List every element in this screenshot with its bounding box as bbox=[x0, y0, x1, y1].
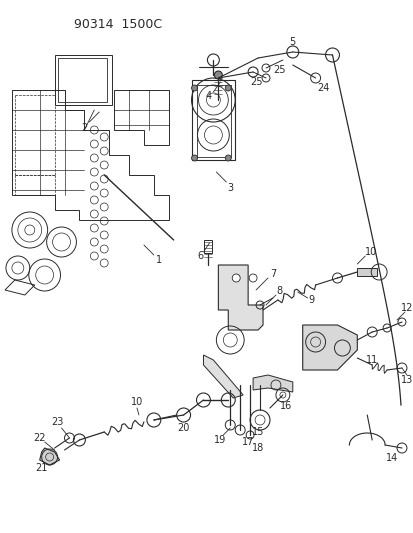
Text: 16: 16 bbox=[279, 401, 291, 411]
Text: 15: 15 bbox=[251, 427, 263, 437]
Text: 20: 20 bbox=[177, 423, 189, 433]
Text: 11: 11 bbox=[365, 355, 377, 365]
Text: 17: 17 bbox=[241, 437, 254, 447]
Polygon shape bbox=[252, 375, 292, 392]
Bar bbox=[191, 80, 235, 160]
Text: 2: 2 bbox=[81, 123, 87, 133]
Circle shape bbox=[232, 274, 240, 282]
Polygon shape bbox=[302, 325, 356, 370]
Text: 5: 5 bbox=[289, 37, 295, 47]
Circle shape bbox=[225, 85, 231, 91]
Polygon shape bbox=[40, 448, 59, 465]
Text: 9: 9 bbox=[308, 295, 314, 305]
Circle shape bbox=[225, 155, 231, 161]
Bar bbox=[196, 85, 231, 157]
Text: 6: 6 bbox=[197, 251, 203, 261]
Text: 10: 10 bbox=[364, 247, 376, 257]
Circle shape bbox=[214, 71, 222, 79]
Text: 21: 21 bbox=[36, 463, 48, 473]
Text: 14: 14 bbox=[385, 453, 397, 463]
Text: 18: 18 bbox=[252, 443, 263, 453]
Bar bbox=[55, 55, 112, 105]
Text: 10: 10 bbox=[131, 397, 143, 407]
Text: 22: 22 bbox=[33, 433, 46, 443]
Text: 1: 1 bbox=[155, 255, 161, 265]
Polygon shape bbox=[218, 265, 262, 330]
Text: 25: 25 bbox=[273, 65, 285, 75]
Text: 3: 3 bbox=[227, 183, 233, 193]
Text: 19: 19 bbox=[214, 435, 226, 445]
Text: 13: 13 bbox=[400, 375, 412, 385]
Text: 12: 12 bbox=[400, 303, 412, 313]
Text: 23: 23 bbox=[51, 417, 64, 427]
Text: 8: 8 bbox=[276, 286, 282, 296]
Circle shape bbox=[191, 85, 197, 91]
Bar bbox=[356, 268, 376, 276]
Text: 90314  1500C: 90314 1500C bbox=[74, 18, 162, 31]
Text: 7: 7 bbox=[269, 269, 275, 279]
Bar bbox=[204, 240, 212, 253]
Text: 24: 24 bbox=[317, 83, 329, 93]
Text: 25: 25 bbox=[249, 77, 262, 87]
Circle shape bbox=[249, 274, 256, 282]
Bar bbox=[57, 58, 107, 102]
Circle shape bbox=[191, 155, 197, 161]
Polygon shape bbox=[203, 355, 242, 398]
Text: 4: 4 bbox=[205, 91, 211, 101]
